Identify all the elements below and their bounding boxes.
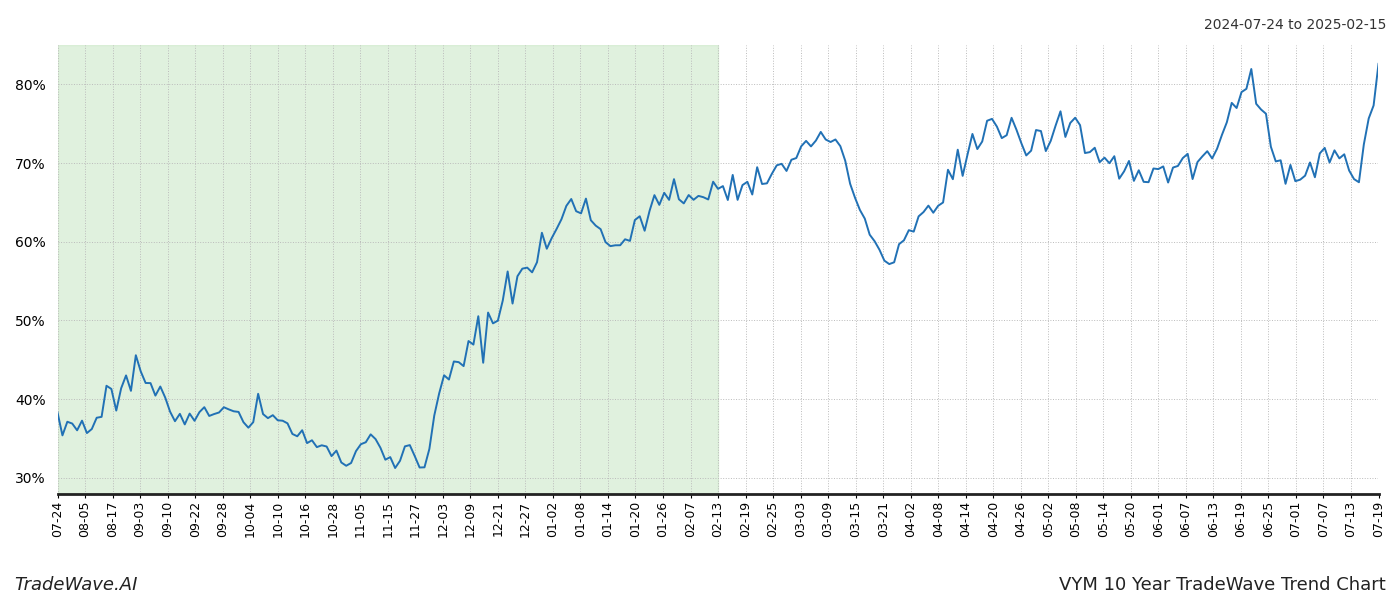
Text: 2024-07-24 to 2025-02-15: 2024-07-24 to 2025-02-15 (1204, 18, 1386, 32)
Text: VYM 10 Year TradeWave Trend Chart: VYM 10 Year TradeWave Trend Chart (1060, 576, 1386, 594)
Text: TradeWave.AI: TradeWave.AI (14, 576, 137, 594)
Bar (57, 45, 718, 494)
